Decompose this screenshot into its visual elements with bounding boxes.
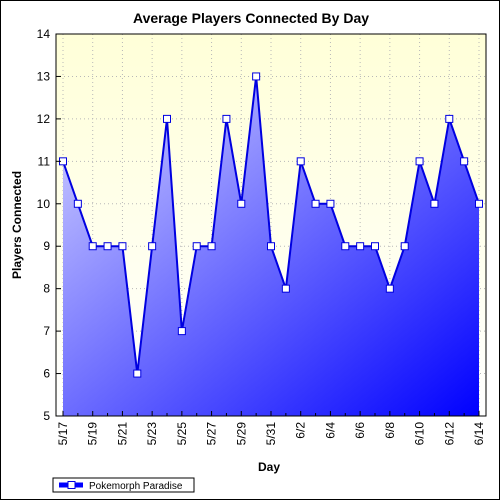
x-tick-label: 6/4	[323, 422, 337, 439]
legend-marker-swatch	[67, 481, 76, 489]
data-point-marker	[252, 72, 261, 81]
x-tick-label: 5/23	[145, 422, 159, 446]
data-point-marker	[237, 199, 246, 208]
x-tick-label: 5/19	[86, 422, 100, 446]
data-point-marker	[296, 157, 305, 166]
data-point-marker	[475, 199, 483, 208]
y-tick-label: 10	[37, 197, 51, 211]
data-point-marker	[267, 242, 275, 251]
x-tick-label: 5/29	[234, 422, 248, 446]
data-point-marker	[341, 242, 350, 251]
x-tick-label: 6/10	[413, 422, 427, 446]
data-point-marker	[73, 199, 82, 208]
data-point-marker	[415, 157, 424, 166]
x-tick-label: 6/12	[442, 422, 456, 446]
x-axis-ticks: 5/17 5/19 5/21 5/23 5/25 5/27 5/29 5/31 6/2 6/4 6/…	[56, 411, 486, 445]
x-tick-label: 6/14	[472, 422, 486, 446]
x-axis-label: Day	[258, 460, 280, 474]
data-point-marker	[177, 327, 186, 336]
y-axis-label: Players Connected	[10, 171, 24, 279]
series-markers	[59, 72, 483, 378]
data-point-marker	[400, 242, 409, 251]
y-tick-label: 8	[43, 282, 50, 296]
legend: Pokemorph Paradise	[52, 477, 195, 493]
data-point-marker	[133, 369, 142, 378]
x-tick-label: 5/31	[264, 422, 278, 446]
data-point-marker	[356, 242, 365, 251]
x-tick-label: 5/25	[175, 422, 189, 446]
y-tick-label: 9	[43, 239, 50, 253]
y-tick-label: 7	[43, 324, 50, 338]
data-point-marker	[118, 242, 127, 251]
data-point-marker	[192, 242, 201, 251]
data-point-marker	[103, 242, 112, 251]
data-point-marker	[326, 199, 335, 208]
chart-title: Average Players Connected By Day	[133, 10, 369, 26]
data-point-marker	[207, 242, 216, 251]
x-tick-label: 6/6	[353, 422, 367, 439]
data-point-marker	[148, 242, 157, 251]
y-tick-label: 5	[43, 409, 50, 423]
x-tick-label: 5/17	[56, 422, 70, 446]
y-tick-label: 14	[37, 27, 51, 41]
data-point-marker	[88, 242, 97, 251]
data-point-marker	[460, 157, 469, 166]
y-tick-label: 6	[43, 367, 50, 381]
x-tick-label: 6/8	[383, 422, 397, 439]
y-tick-label: 12	[37, 112, 51, 126]
data-point-marker	[163, 114, 171, 123]
x-tick-label: 5/21	[115, 422, 129, 446]
x-tick-label: 5/27	[205, 422, 219, 446]
series-area	[63, 76, 479, 416]
data-point-marker	[385, 284, 394, 293]
y-axis-ticks: 5 6 7 8 9 10 11 12 13 14	[37, 27, 61, 423]
x-tick-label: 6/2	[294, 422, 308, 439]
data-point-marker	[281, 284, 290, 293]
data-point-marker	[222, 114, 231, 123]
legend-label: Pokemorph Paradise	[89, 481, 183, 492]
y-tick-label: 13	[37, 69, 51, 83]
data-point-marker	[371, 242, 379, 251]
data-point-marker	[430, 199, 439, 208]
data-point-marker	[445, 114, 454, 123]
data-point-marker	[311, 199, 320, 208]
legend-box	[52, 477, 195, 493]
y-tick-label: 11	[38, 154, 51, 168]
